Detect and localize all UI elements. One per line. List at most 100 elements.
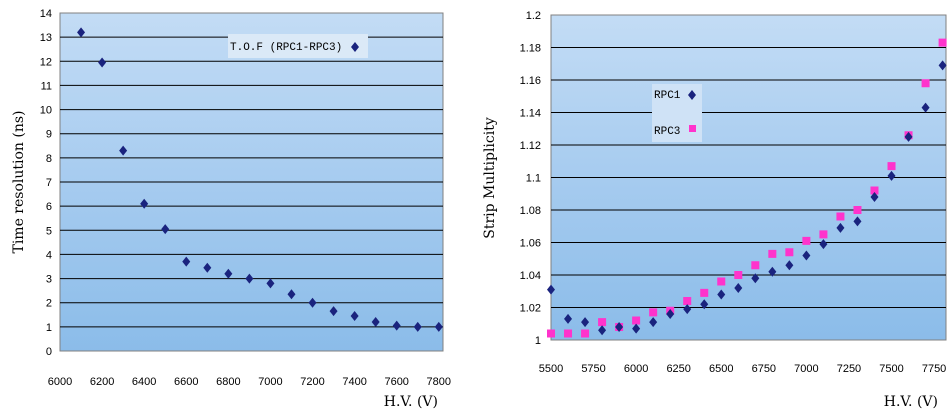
data-point-rpc3	[887, 162, 896, 171]
data-point-tof	[245, 273, 254, 284]
y-tick-label: 1.12	[520, 140, 541, 152]
x-tick-label: 7600	[384, 376, 408, 388]
data-point-tof	[77, 27, 86, 38]
x-tick-label: 7250	[837, 363, 861, 375]
data-point-tof	[308, 297, 317, 308]
y-tick-label: 5	[46, 225, 52, 237]
data-point-rpc3	[938, 38, 947, 47]
y-tick-label: 1.16	[520, 75, 541, 87]
data-point-rpc1	[649, 317, 658, 328]
x-tick-labels: 5500 5750 6000 6250 6500 6750 7000 7250 7500 7750	[539, 363, 947, 375]
y-tick-label: 1.1	[526, 173, 541, 185]
y-tick-label: 1.04	[520, 270, 541, 282]
data-point-rpc1	[717, 289, 726, 300]
data-point-rpc3	[768, 249, 777, 258]
legend-marker-rpc3	[689, 125, 696, 132]
y-tick-label: 13	[40, 32, 52, 44]
data-point-tof	[161, 224, 170, 235]
legend-marker-rpc1	[688, 90, 696, 100]
x-tick-labels: 6000 6200 6400 6600 6800 7000 7200 7400 7600 7800	[48, 376, 451, 388]
data-point-tof	[392, 320, 401, 331]
data-point-rpc3	[819, 230, 828, 239]
data-point-rpc3	[581, 329, 590, 338]
data-point-rpc1	[802, 250, 811, 261]
x-tick-label: 6500	[709, 363, 733, 375]
y-tick-label: 6	[46, 201, 52, 213]
x-tick-label: 7400	[342, 376, 366, 388]
legend: T.O.F (RPC1-RPC3)	[228, 34, 368, 58]
x-tick-label: 6400	[132, 376, 156, 388]
data-point-rpc1	[598, 325, 607, 336]
data-point-rpc1	[632, 323, 641, 334]
data-point-tof	[413, 321, 422, 332]
data-point-rpc1	[700, 299, 709, 310]
x-tick-label: 7200	[300, 376, 324, 388]
data-point-rpc1	[870, 192, 879, 202]
data-point-rpc3	[632, 316, 641, 325]
x-tick-label: 6200	[90, 376, 114, 388]
data-point-tof	[266, 278, 275, 289]
y-tick-label: 0	[46, 346, 52, 358]
data-point-rpc1	[547, 284, 555, 295]
data-point-rpc1	[853, 216, 862, 227]
data-point-rpc1	[666, 309, 675, 319]
data-point-rpc1	[938, 60, 947, 71]
data-point-tof	[371, 317, 380, 328]
data-point-rpc1	[734, 283, 743, 293]
x-tick-label: 6800	[216, 376, 240, 388]
data-point-rpc1	[904, 131, 913, 142]
y-tick-label: 1.14	[520, 108, 541, 120]
x-tick-label: 6250	[666, 363, 690, 375]
x-axis-label: H.V. (V)	[884, 394, 938, 410]
x-tick-label: 6750	[752, 363, 776, 375]
data-point-rpc3	[802, 236, 811, 245]
data-point-tof	[329, 306, 338, 317]
data-point-rpc3	[598, 318, 607, 327]
y-tick-label: 4	[46, 249, 52, 261]
y-tick-label: 10	[40, 105, 52, 117]
data-points	[547, 38, 947, 338]
x-tick-label: 6000	[48, 376, 72, 388]
data-point-tof	[203, 262, 212, 273]
x-tick-label: 7800	[427, 376, 451, 388]
y-tick-label: 8	[46, 153, 52, 165]
data-point-tof	[140, 198, 149, 209]
legend-marker	[351, 42, 359, 52]
legend-box	[228, 34, 368, 58]
data-point-rpc3	[564, 329, 573, 338]
data-point-rpc1	[683, 304, 692, 315]
data-point-rpc1	[785, 260, 794, 271]
data-point-tof	[98, 57, 107, 68]
y-tick-label: 1.18	[520, 43, 541, 55]
data-point-tof	[287, 289, 296, 300]
data-point-rpc1	[887, 170, 896, 181]
y-axis-label: Time resolution (ns)	[11, 110, 27, 253]
y-tick-label: 1	[46, 322, 52, 334]
legend-label-rpc3: RPC3	[654, 126, 680, 138]
legend: RPC1 RPC3	[652, 84, 702, 142]
x-axis-label: H.V. (V)	[384, 394, 438, 410]
data-point-rpc3	[649, 308, 658, 317]
y-tick-label: 1.08	[520, 205, 541, 217]
y-tick-label: 3	[46, 274, 52, 286]
x-tick-label: 7000	[794, 363, 818, 375]
y-tick-label: 1	[535, 335, 541, 347]
data-point-tof	[350, 310, 359, 321]
gridlines	[60, 36, 443, 328]
data-point-rpc3	[853, 206, 862, 214]
y-tick-label: 1.2	[526, 10, 541, 22]
y-axis-label: Strip Multiplicity	[482, 117, 498, 239]
data-point-rpc3	[700, 288, 709, 297]
legend-label: T.O.F (RPC1-RPC3)	[230, 42, 342, 54]
data-point-rpc3	[836, 212, 845, 221]
data-point-tof	[119, 145, 128, 156]
x-tick-label: 5500	[539, 363, 563, 375]
data-point-rpc3	[547, 329, 555, 338]
data-point-rpc1	[581, 317, 590, 328]
y-tick-label: 1.02	[520, 303, 541, 315]
data-point-rpc3	[717, 277, 726, 286]
data-point-rpc1	[768, 266, 777, 277]
